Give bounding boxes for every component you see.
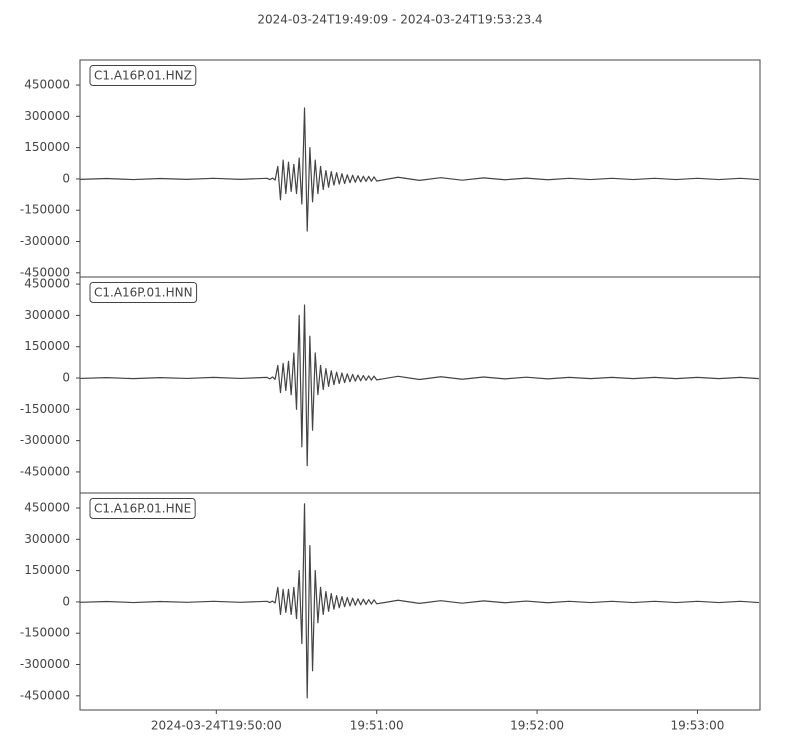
y-tick-label: 150000: [24, 563, 70, 577]
y-tick-label: -150000: [20, 203, 70, 217]
y-tick-label: -450000: [20, 688, 70, 702]
y-tick-label: 150000: [24, 140, 70, 154]
y-tick-label: 0: [62, 371, 70, 385]
y-tick-label: -150000: [20, 402, 70, 416]
x-tick-label: 2024-03-24T19:50:00: [151, 719, 282, 733]
y-tick-label: 450000: [24, 277, 70, 291]
panel-frame: [79, 276, 761, 494]
waveform: [79, 304, 759, 467]
y-tick-label: 450000: [24, 78, 70, 92]
chart-title: 2024-03-24T19:49:09 - 2024-03-24T19:53:2…: [257, 13, 542, 27]
waveform: [79, 107, 759, 232]
x-tick-label: 19:51:00: [350, 719, 404, 733]
trace-label-box: [89, 498, 196, 519]
x-tick-label: 19:52:00: [510, 719, 564, 733]
y-tick-label: -300000: [20, 433, 70, 447]
y-tick-label: -150000: [20, 626, 70, 640]
panel-frame: [79, 59, 761, 278]
x-tick-label: 19:53:00: [670, 719, 724, 733]
y-tick-label: 450000: [24, 501, 70, 515]
y-tick-label: 300000: [24, 109, 70, 123]
y-tick-label: -450000: [20, 265, 70, 279]
y-tick-label: 300000: [24, 532, 70, 546]
y-tick-label: 0: [62, 171, 70, 185]
y-tick-label: -450000: [20, 464, 70, 478]
y-tick-label: 150000: [24, 339, 70, 353]
waveform: [79, 503, 759, 699]
trace-label-box: [89, 65, 197, 86]
y-tick-label: 300000: [24, 308, 70, 322]
y-tick-label: 0: [62, 594, 70, 608]
trace-label: C1.A16P.01.HNZ: [94, 69, 192, 83]
trace-label: C1.A16P.01.HNE: [94, 502, 191, 516]
y-tick-label: -300000: [20, 657, 70, 671]
y-tick-label: -300000: [20, 234, 70, 248]
trace-label-box: [89, 282, 198, 303]
trace-label: C1.A16P.01.HNN: [94, 286, 193, 300]
